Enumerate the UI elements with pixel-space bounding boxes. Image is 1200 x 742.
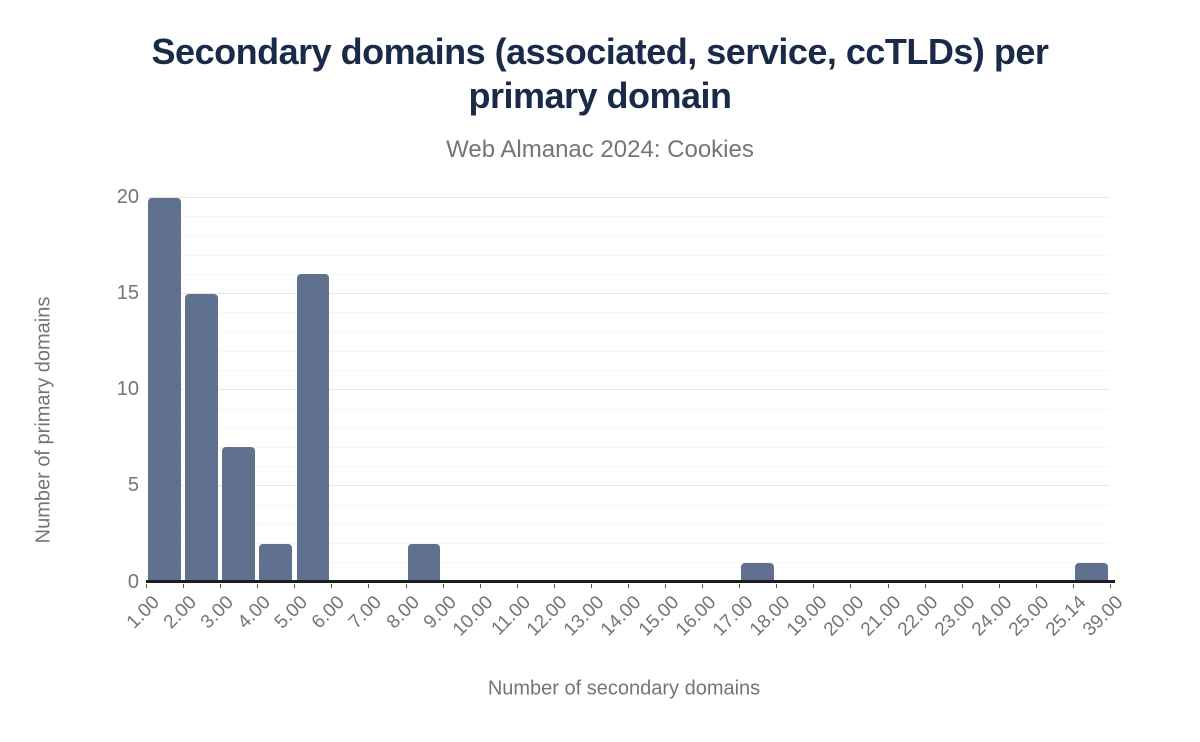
- gridline-minor: [146, 523, 1110, 525]
- x-tick-label: 5.00: [271, 592, 313, 634]
- x-axis-tick: [850, 584, 852, 588]
- histogram-bar: [185, 293, 218, 582]
- gridline-minor: [146, 216, 1110, 218]
- x-axis-tick: [1035, 584, 1037, 588]
- x-tick-label: 4.00: [234, 592, 276, 634]
- x-tick-label: 20.00: [819, 592, 869, 641]
- x-axis-tick: [590, 584, 592, 588]
- x-tick-label: 13.00: [560, 592, 609, 641]
- x-axis-tick: [739, 584, 741, 588]
- x-axis-tick: [146, 584, 147, 588]
- x-tick-label: 1.00: [122, 592, 164, 634]
- histogram-bar: [148, 197, 181, 582]
- gridline-minor: [146, 331, 1110, 333]
- x-tick-label: 39.00: [1079, 592, 1128, 641]
- gridline-minor: [146, 466, 1110, 468]
- x-tick-label: 21.00: [856, 592, 906, 641]
- y-tick-label: 5: [127, 474, 139, 497]
- y-tick-label: 20: [116, 186, 139, 209]
- gridline-minor: [146, 408, 1110, 410]
- x-tick-label: 10.00: [449, 592, 498, 641]
- x-axis-line: [146, 580, 1115, 583]
- gridline-minor: [146, 235, 1110, 237]
- histogram-bar: [296, 274, 330, 582]
- x-axis-tick: [183, 584, 185, 588]
- x-tick-label: 3.00: [197, 592, 239, 634]
- x-axis-tick: [479, 584, 481, 588]
- gridline-minor: [146, 254, 1110, 256]
- gridline-minor: [146, 350, 1110, 352]
- x-axis-tick: [998, 584, 1000, 588]
- histogram-bar: [259, 543, 293, 582]
- x-tick-label: 15.00: [634, 592, 683, 641]
- chart-title: Secondary domains (associated, service, …: [151, 31, 1049, 116]
- x-tick-label: 25.14: [1042, 592, 1091, 641]
- x-tick-label: 24.00: [968, 592, 1017, 641]
- x-axis-tick: [294, 584, 296, 588]
- x-axis-tick: [924, 584, 926, 588]
- x-axis-tick: [516, 584, 518, 588]
- y-tick-label: 15: [116, 282, 139, 305]
- x-tick-label: 8.00: [382, 592, 424, 634]
- x-axis-title: Number of secondary domains: [487, 677, 761, 700]
- x-axis-tick: [776, 584, 778, 588]
- y-tick-label: 0: [127, 570, 139, 593]
- y-tick-label: 10: [116, 378, 139, 401]
- x-axis-tick: [961, 584, 963, 588]
- x-tick-label: 14.00: [597, 592, 646, 641]
- x-tick-label: 2.00: [159, 592, 201, 634]
- x-tick-label: 23.00: [931, 592, 980, 641]
- x-tick-label: 11.00: [487, 592, 535, 640]
- x-tick-label: 19.00: [782, 592, 832, 641]
- x-axis-tick: [331, 584, 333, 588]
- histogram-bar: [407, 543, 441, 582]
- x-tick-label: 18.00: [745, 592, 795, 641]
- gridline-minor: [146, 543, 1110, 545]
- x-axis-tick: [628, 584, 629, 588]
- x-tick-label: 12.00: [523, 592, 572, 641]
- x-axis-tick: [220, 584, 222, 588]
- gridline-minor: [146, 370, 1110, 372]
- gridline-minor: [146, 312, 1110, 314]
- gridline-minor: [146, 562, 1110, 564]
- y-axis-title: Number of primary domains: [32, 296, 55, 544]
- gridline-major: [146, 293, 1110, 295]
- x-axis-tick: [813, 584, 815, 588]
- x-axis-tick: [257, 584, 259, 588]
- x-axis-tick: [702, 584, 704, 588]
- x-axis-tick: [665, 584, 667, 588]
- gridline-minor: [146, 446, 1110, 448]
- x-axis-tick: [405, 584, 407, 588]
- x-tick-label: 16.00: [671, 592, 721, 641]
- gridline-major: [146, 485, 1110, 487]
- x-tick-label: 25.00: [1005, 592, 1054, 641]
- x-tick-label: 22.00: [894, 592, 943, 641]
- chart-subtitle: Web Almanac 2024: Cookies: [446, 136, 754, 163]
- x-axis-tick: [887, 584, 889, 588]
- x-tick-label: 6.00: [308, 592, 350, 634]
- x-axis-tick: [1110, 584, 1111, 588]
- gridline-major: [146, 389, 1110, 391]
- gridline-major: [146, 197, 1110, 199]
- x-axis-tick: [368, 584, 370, 588]
- x-axis-tick: [442, 584, 444, 588]
- gridline-minor: [146, 504, 1110, 506]
- histogram-bar: [222, 447, 256, 582]
- x-tick-label: 17.00: [708, 592, 758, 641]
- gridline-minor: [146, 427, 1110, 429]
- x-tick-label: 7.00: [345, 592, 387, 634]
- x-axis-tick: [1072, 584, 1074, 588]
- x-axis-tick: [553, 584, 555, 588]
- gridline-minor: [146, 273, 1110, 275]
- histogram-bar: [1075, 562, 1108, 582]
- histogram-bar: [741, 562, 775, 582]
